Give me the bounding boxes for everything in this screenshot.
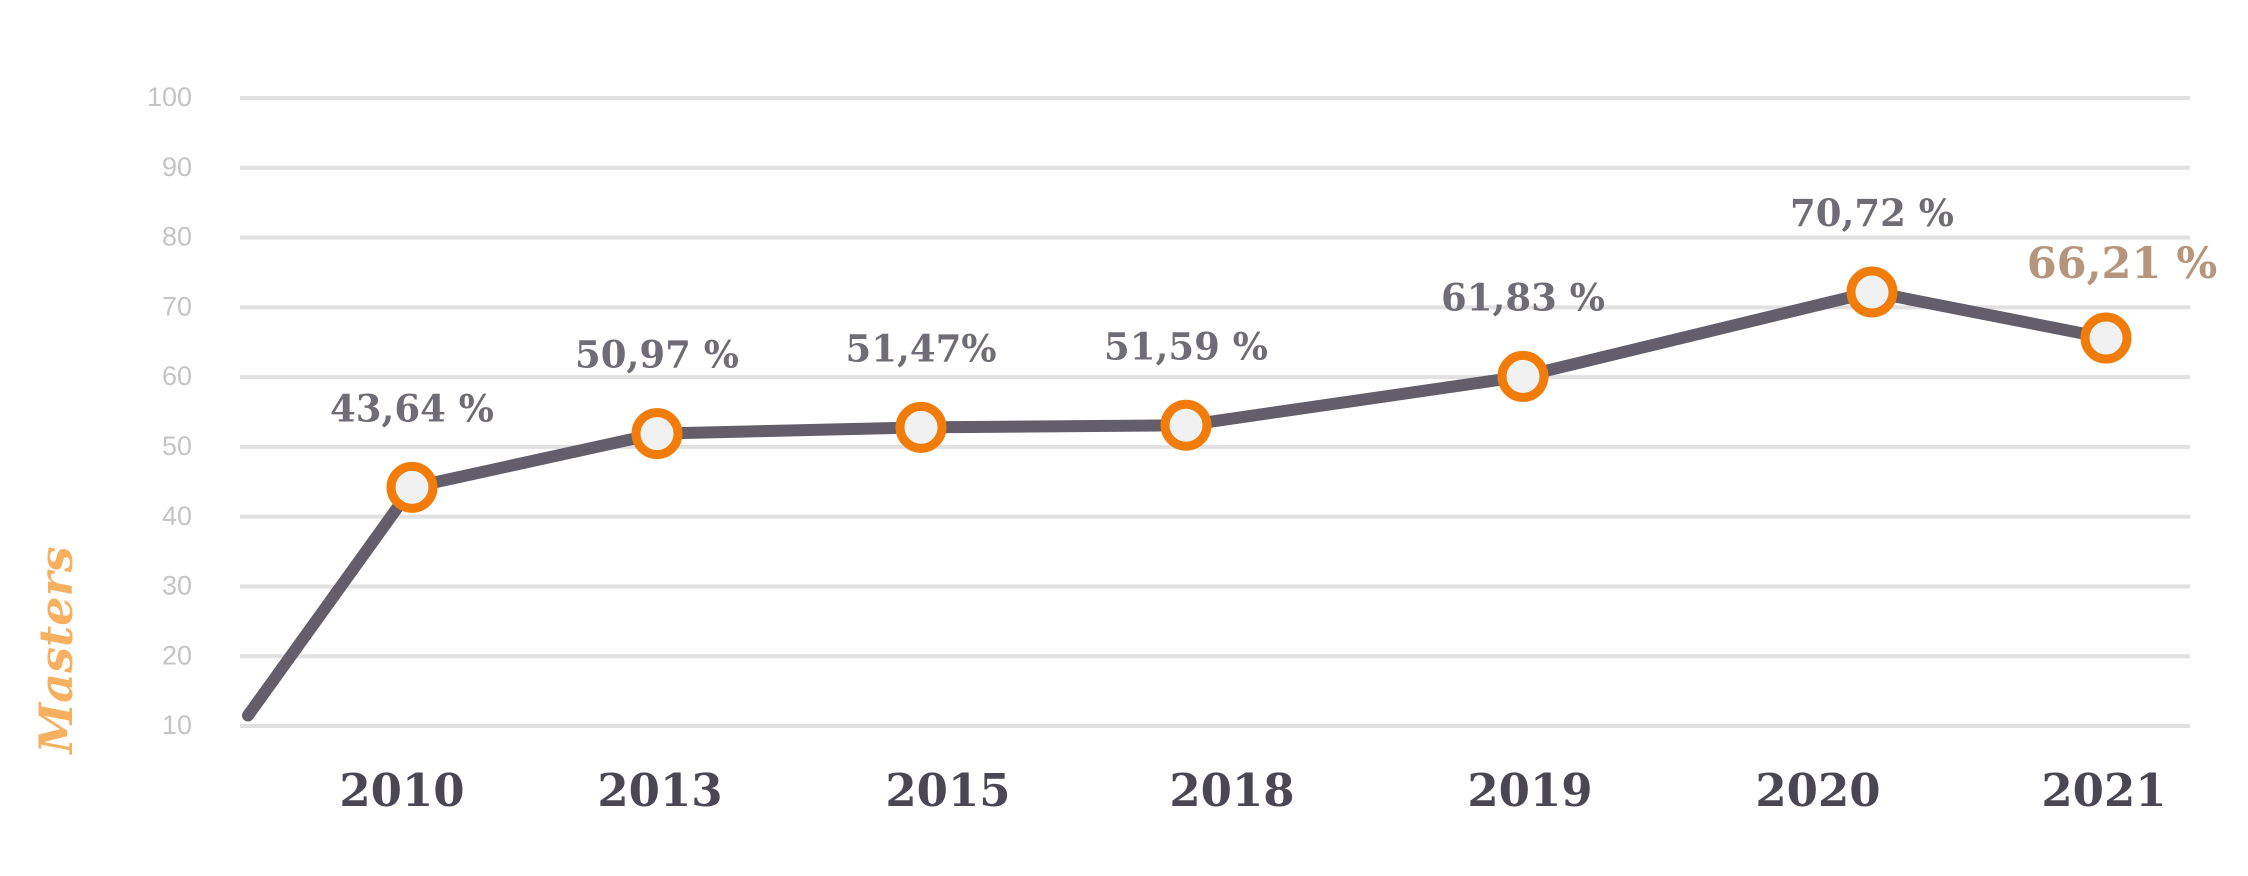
y-tick-label-50: 50	[162, 431, 192, 461]
x-tick-label-2018: 2018	[1169, 764, 1294, 817]
markers-group	[386, 266, 2132, 513]
data-label-2010: 43,64 %	[330, 386, 494, 430]
data-label-2013: 50,97 %	[575, 333, 739, 377]
y-tick-label-70: 70	[162, 291, 192, 321]
x-tick-label-2013: 2013	[597, 764, 722, 817]
data-labels-group: 43,64 % 50,97 % 51,47% 51,59 % 61,83 % 70,72 …	[330, 191, 2217, 430]
data-point-2018	[1160, 399, 1212, 451]
data-point-2013	[631, 408, 683, 460]
y-tick-label-30: 30	[162, 571, 192, 601]
data-point-2010	[386, 461, 438, 513]
data-label-2018: 51,59 %	[1104, 324, 1268, 368]
data-point-2021	[2080, 312, 2132, 364]
x-tick-label-2020: 2020	[1755, 764, 1880, 817]
y-tick-label-100: 100	[147, 82, 192, 112]
data-label-2020: 70,72 %	[1790, 191, 1954, 235]
data-label-2019: 61,83 %	[1441, 275, 1605, 319]
data-point-2019	[1497, 350, 1549, 402]
x-tick-label-2019: 2019	[1467, 764, 1592, 817]
x-tick-label-2021: 2021	[2041, 764, 2166, 817]
gridlines	[240, 96, 2190, 728]
data-point-2020	[1846, 266, 1898, 318]
data-label-2021: 66,21 %	[2027, 239, 2217, 289]
y-axis-ticks: 10 20 30 40 50 60 70 80 90 100	[147, 82, 192, 740]
y-tick-label-20: 20	[162, 640, 192, 670]
x-tick-label-2010: 2010	[339, 764, 464, 817]
x-tick-label-2015: 2015	[885, 764, 1010, 817]
y-axis-title: Masters	[29, 546, 83, 755]
series-line	[242, 285, 2112, 722]
series-line-group	[242, 285, 2112, 722]
y-tick-label-60: 60	[162, 361, 192, 391]
data-point-2015	[895, 401, 947, 453]
y-tick-label-80: 80	[162, 222, 192, 252]
data-label-2015: 51,47%	[845, 326, 996, 370]
y-tick-label-40: 40	[162, 501, 192, 531]
y-tick-label-10: 10	[162, 710, 192, 740]
x-axis-ticks: 2010 2013 2015 2018 2019 2020 2021	[339, 764, 2166, 817]
y-tick-label-90: 90	[162, 152, 192, 182]
